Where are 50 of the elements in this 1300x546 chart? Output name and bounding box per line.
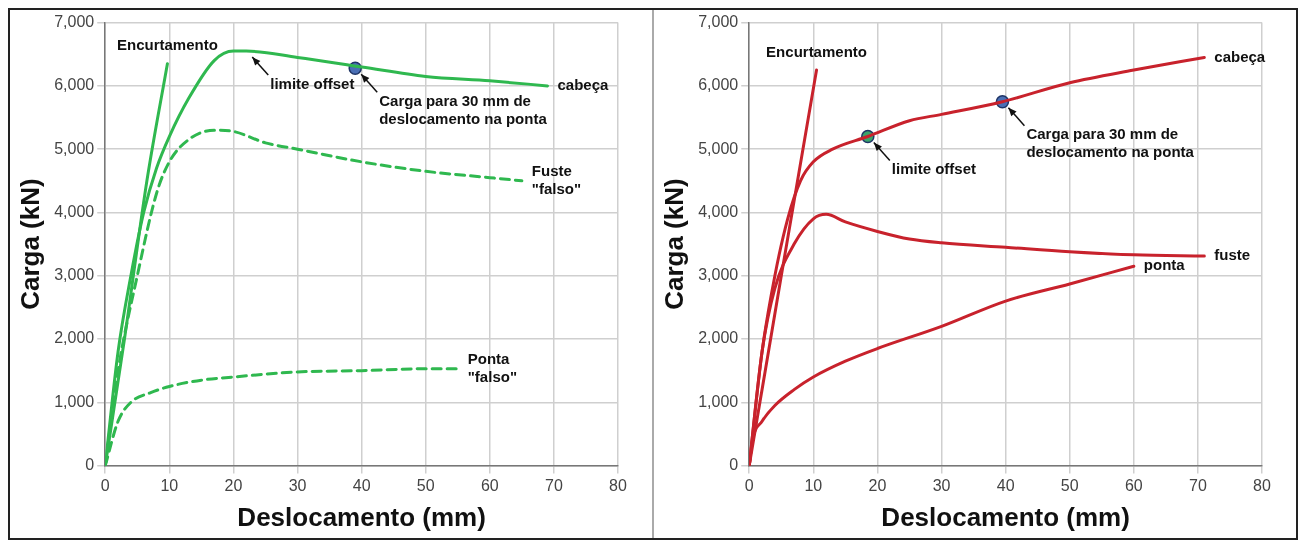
y-tick-label: 2,000 [698,329,739,347]
y-axis-title: Carga (kN) [14,178,45,310]
y-tick-label: 7,000 [54,13,95,31]
y-tick-label: 1,000 [698,392,739,410]
series-label: fuste [1214,246,1251,264]
y-tick-label: 0 [729,456,739,474]
series-label: Encurtamento [766,42,867,60]
x-tick-label: 70 [545,476,563,494]
annotation: limite offset [270,74,355,92]
x-tick-label: 50 [1060,476,1079,494]
series-label: Ponta "falso" [467,349,517,385]
y-tick-label: 1,000 [54,392,95,410]
y-tick-label: 3,000 [54,266,95,284]
x-tick-label: 80 [1253,476,1271,494]
y-tick-label: 5,000 [698,139,739,157]
x-tick-label: 70 [1189,476,1207,494]
x-tick-label: 60 [1124,476,1143,494]
y-tick-label: 5,000 [54,139,95,157]
x-tick-label: 0 [744,476,754,494]
x-tick-label: 40 [996,476,1015,494]
x-tick-label: 80 [609,476,627,494]
x-tick-label: 20 [868,476,887,494]
annotation: Carga para 30 mm de deslocamento na ponta [1026,125,1195,161]
x-tick-label: 20 [224,476,243,494]
y-tick-label: 4,000 [54,202,95,220]
x-tick-label: 0 [100,476,110,494]
y-tick-label: 6,000 [698,76,739,94]
series-label: Encurtamento [116,36,218,54]
x-tick-label: 30 [932,476,951,494]
y-tick-label: 4,000 [698,202,739,220]
y-tick-label: 2,000 [54,329,95,347]
x-tick-label: 10 [160,476,179,494]
series-label: ponta [1143,256,1186,274]
series-label: cabeça [1214,47,1266,65]
annotation: Carga para 30 mm de deslocamento na ponta [379,91,548,127]
y-axis-title: Carga (kN) [658,178,689,310]
annotation: limite offset [891,160,976,178]
y-tick-label: 0 [85,456,95,474]
y-tick-label: 6,000 [54,76,95,94]
x-tick-label: 50 [416,476,435,494]
x-axis-title: Deslocamento (mm) [237,501,486,532]
x-axis-title: Deslocamento (mm) [881,501,1130,532]
x-tick-label: 40 [352,476,371,494]
x-tick-label: 60 [480,476,499,494]
series-label: Fuste "falso" [531,161,582,197]
series-label: cabeça [557,76,610,94]
y-tick-label: 3,000 [698,266,739,284]
y-tick-label: 7,000 [698,13,739,31]
x-tick-label: 10 [804,476,823,494]
x-tick-label: 30 [288,476,307,494]
